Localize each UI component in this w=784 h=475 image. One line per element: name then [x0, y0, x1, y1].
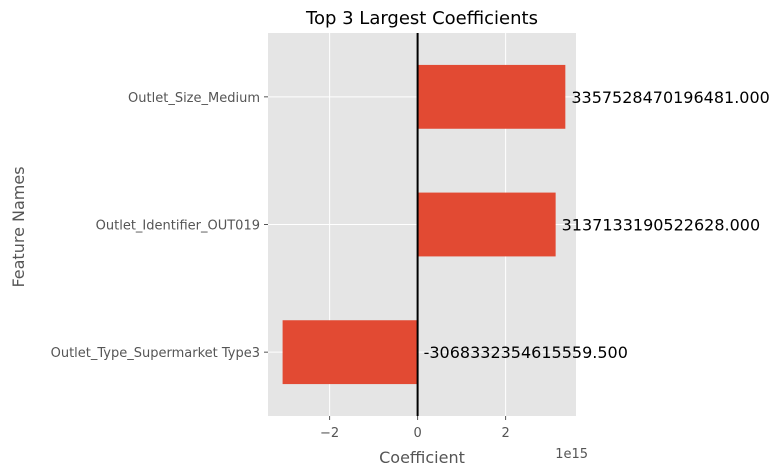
- bar: [282, 320, 418, 385]
- bars: [282, 64, 566, 385]
- y-tick-label: Outlet_Size_Medium: [128, 91, 260, 106]
- x-tick-labels: −2 0 2: [320, 416, 510, 441]
- y-tick-labels: Outlet_Size_Medium Outlet_Identifier_OUT0…: [51, 91, 268, 361]
- x-scale-label: 1e15: [555, 447, 588, 462]
- x-tick-label: −2: [320, 426, 339, 441]
- bar: [417, 64, 566, 129]
- y-tick-label: Outlet_Identifier_OUT019: [96, 219, 260, 234]
- x-tick-label: 2: [501, 426, 509, 441]
- data-labels: 3357528470196481.000 3137133190522628.000…: [424, 88, 770, 362]
- data-label: 3357528470196481.000: [571, 88, 770, 107]
- bar: [417, 192, 556, 257]
- data-label: -3068332354615559.500: [424, 343, 628, 362]
- x-tick-label: 0: [413, 426, 421, 441]
- x-axis-label: Coefficient: [379, 448, 465, 467]
- chart-title: Top 3 Largest Coefficients: [305, 8, 538, 29]
- y-axis-label: Feature Names: [9, 166, 28, 287]
- data-label: 3137133190522628.000: [562, 216, 761, 235]
- y-tick-label: Outlet_Type_Supermarket Type3: [51, 346, 260, 361]
